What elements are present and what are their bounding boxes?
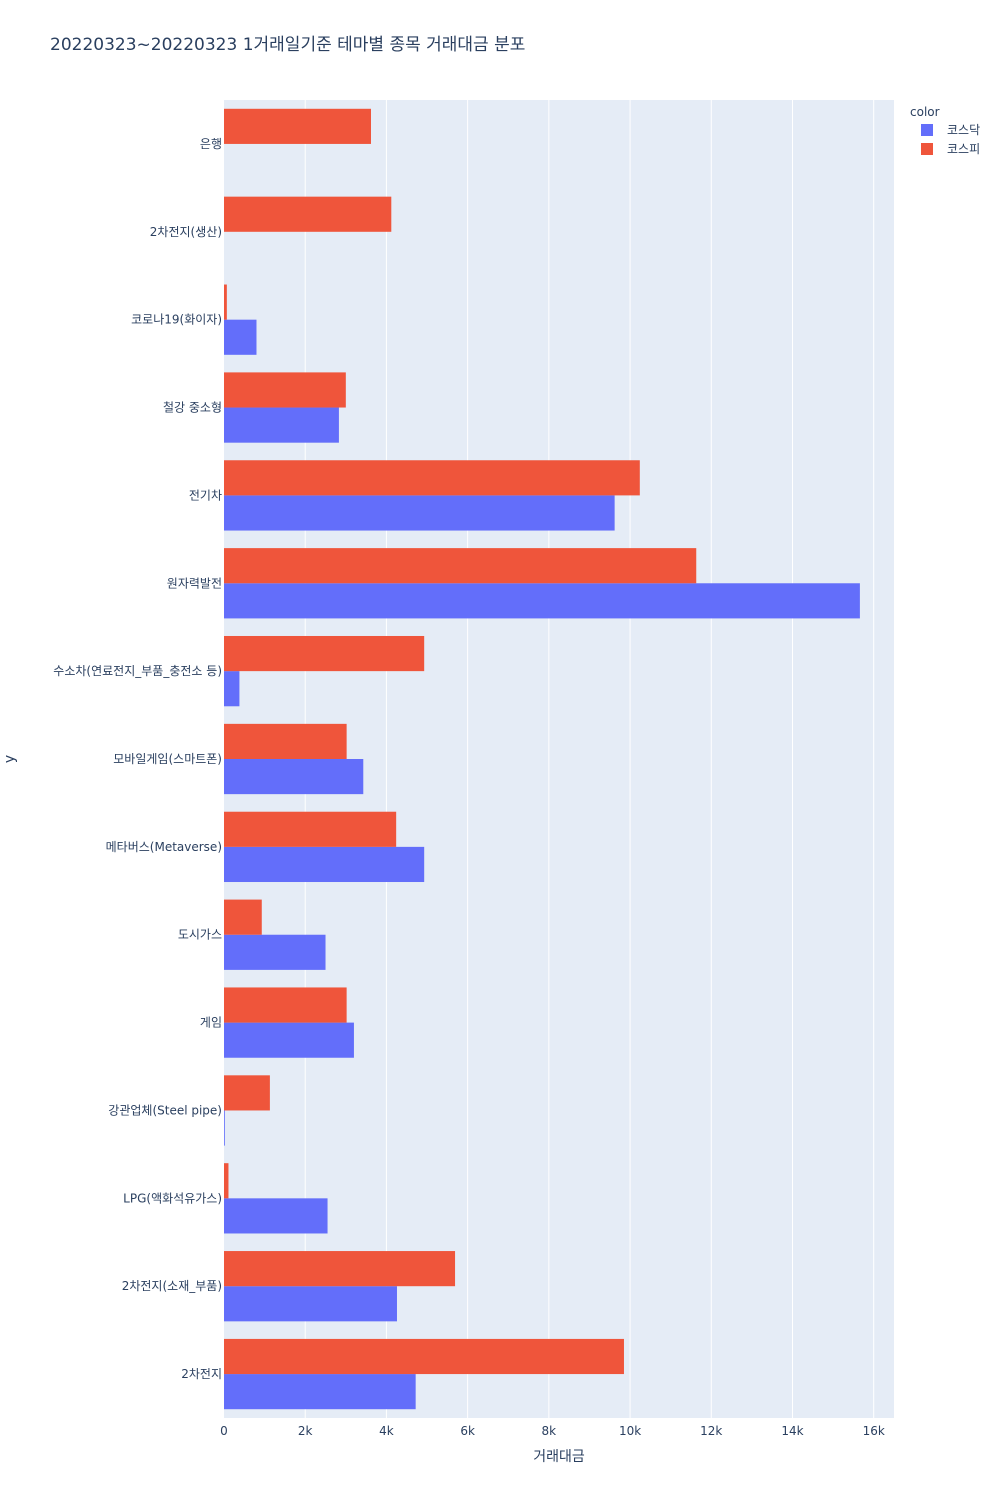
- x-axis-title: 거래대금: [533, 1449, 585, 1465]
- bar-kospi: [224, 372, 346, 408]
- y-tick-label: 도시가스: [178, 928, 222, 942]
- legend-label: 코스닥: [947, 123, 980, 137]
- y-tick-label: 모바일게임(스마트폰): [113, 752, 222, 766]
- chart-title: 20220323~20220323 1거래일기준 테마별 종목 거래대금 분포: [50, 35, 525, 55]
- x-tick-label: 0: [220, 1424, 228, 1438]
- bar-kospi: [224, 108, 371, 144]
- x-tick-label: 4k: [379, 1424, 394, 1438]
- bar-kospi: [224, 811, 397, 847]
- bar-kospi: [224, 284, 227, 320]
- bars: [224, 108, 860, 1410]
- y-tick-label: 2차전지(생산): [150, 225, 222, 239]
- gridlines: [304, 100, 875, 1418]
- bar-kosdaq: [224, 1286, 397, 1322]
- bar-kospi: [224, 196, 392, 232]
- y-tick-label: LPG(액화석유가스): [123, 1191, 222, 1205]
- x-tick-label: 10k: [619, 1424, 641, 1438]
- legend-swatch: [921, 124, 933, 136]
- y-tick-label: 2차전지(소재_부품): [122, 1279, 222, 1293]
- x-tick-label: 14k: [781, 1424, 803, 1438]
- x-tick-labels: 0 2k 4k 6k 8k 10k 12k 14k 16k: [220, 1424, 885, 1438]
- y-tick-label: 강관업체(Steel pipe): [108, 1103, 222, 1117]
- legend-label: 코스피: [947, 142, 980, 156]
- x-tick-label: 6k: [460, 1424, 475, 1438]
- bar-kosdaq: [224, 1022, 354, 1058]
- bar-kosdaq: [224, 759, 364, 795]
- bar-kosdaq: [224, 319, 257, 355]
- bar-kosdaq: [224, 671, 240, 707]
- x-tick-label: 2k: [298, 1424, 313, 1438]
- bar-kospi: [224, 460, 640, 496]
- y-tick-labels: 은행 2차전지(생산) 코로나19(화이자) 철강 중소형전기차원자력발전수소차(연료…: [53, 136, 222, 1381]
- legend-title: color: [910, 105, 940, 119]
- x-tick-label: 16k: [863, 1424, 885, 1438]
- y-tick-label: 철강 중소형: [163, 401, 222, 415]
- bar-kospi: [224, 1338, 624, 1375]
- bar-kosdaq: [224, 934, 326, 970]
- y-tick-label: 게임: [200, 1016, 222, 1030]
- legend-swatch: [921, 143, 933, 155]
- bar-kospi: [224, 635, 425, 672]
- bar-kosdaq: [224, 583, 860, 619]
- bar-kosdaq: [224, 1110, 225, 1146]
- bar-kospi: [224, 723, 347, 759]
- y-tick-label: 수소차(연료전지_부품_충전소 등): [53, 664, 222, 678]
- y-tick-label: 메타버스(Metaverse): [106, 840, 222, 854]
- bar-kospi: [224, 548, 697, 584]
- bar-kosdaq: [224, 846, 425, 883]
- y-axis-title: y: [2, 755, 18, 763]
- bar-kospi: [224, 1075, 270, 1111]
- y-tick-label: 원자력발전: [167, 576, 222, 590]
- y-tick-label: 전기차: [189, 488, 222, 502]
- x-tick-label: 12k: [700, 1424, 722, 1438]
- bar-kospi: [224, 899, 262, 935]
- x-tick-label: 8k: [542, 1424, 557, 1438]
- y-tick-label: 2차전지: [181, 1367, 222, 1381]
- y-tick-label: 코로나19(화이자): [131, 313, 222, 327]
- bar-kospi: [224, 1163, 229, 1199]
- bar-kosdaq: [224, 407, 339, 443]
- bar-kosdaq: [224, 495, 615, 531]
- bar-kospi: [224, 1251, 456, 1287]
- bar-kosdaq: [224, 1374, 416, 1410]
- bar-kospi: [224, 987, 347, 1023]
- bar-kosdaq: [224, 1198, 328, 1234]
- y-tick-label: 은행: [200, 136, 222, 151]
